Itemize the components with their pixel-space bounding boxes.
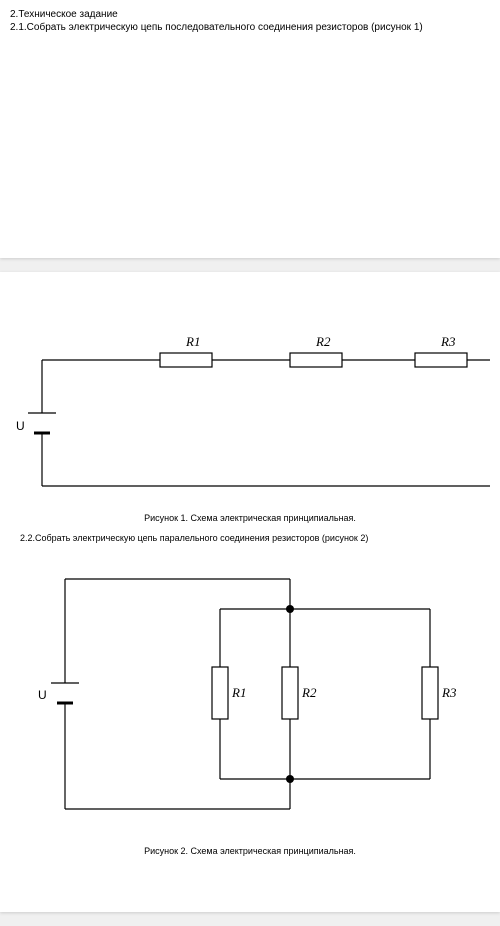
figure-2-caption: Рисунок 2. Схема электрическая принципиа… xyxy=(10,846,490,856)
page-2: R1 R2 R3 U Рисунок 1. Схема электрическа… xyxy=(0,272,500,912)
section-title: 2.Техническое задание xyxy=(10,8,490,21)
r2-label-p: R2 xyxy=(301,685,317,700)
r2-label: R2 xyxy=(315,334,331,349)
page-1: 2.Техническое задание 2.1.Собрать электр… xyxy=(0,0,500,258)
source-label-2: U xyxy=(38,688,47,702)
task-2-text: 2.2.Собрать электрическую цепь паралельн… xyxy=(20,533,490,545)
r1-label-p: R1 xyxy=(231,685,246,700)
source-label-1: U xyxy=(16,419,25,433)
figure-1-caption: Рисунок 1. Схема электрическая принципиа… xyxy=(10,513,490,523)
r1-label: R1 xyxy=(185,334,200,349)
task-1-text: 2.1.Собрать электрическую цепь последова… xyxy=(10,21,490,34)
figure-2-circuit: R1 R2 R3 U xyxy=(10,551,490,836)
figure-1-circuit: R1 R2 R3 U xyxy=(10,298,490,503)
r3-label-p: R3 xyxy=(441,685,457,700)
r3-label: R3 xyxy=(440,334,456,349)
